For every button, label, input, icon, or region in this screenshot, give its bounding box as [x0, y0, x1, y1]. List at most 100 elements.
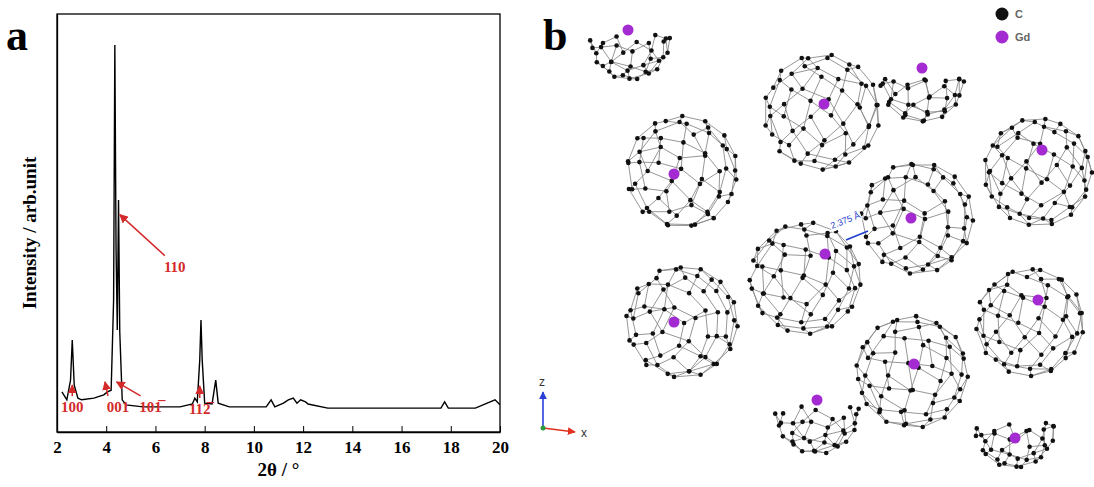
- carbon-atom: [842, 415, 847, 420]
- carbon-atom: [996, 314, 1001, 319]
- carbon-atom: [890, 231, 895, 236]
- carbon-atom: [671, 355, 676, 360]
- annotation-arrow: [105, 382, 108, 396]
- carbon-atom: [1039, 352, 1044, 357]
- carbon-atom: [760, 311, 765, 316]
- bond: [635, 171, 648, 184]
- bond: [674, 371, 689, 377]
- carbon-atom: [661, 39, 666, 44]
- bond: [1040, 127, 1044, 144]
- carbon-atom: [732, 300, 737, 305]
- carbon-atom: [717, 194, 722, 199]
- carbon-atom: [1052, 152, 1057, 157]
- carbon-atom: [1017, 211, 1022, 216]
- bond: [842, 91, 860, 108]
- carbon-atom: [903, 255, 908, 260]
- carbon-atom: [1039, 277, 1044, 282]
- carbon-atom: [876, 241, 881, 246]
- carbon-atom: [722, 133, 727, 138]
- carbon-atom: [630, 49, 635, 54]
- carbon-atom: [940, 115, 945, 120]
- carbon-atom: [733, 168, 738, 173]
- carbon-atom: [1007, 422, 1012, 427]
- carbon-atom: [811, 221, 816, 226]
- carbon-atom: [884, 419, 889, 424]
- carbon-atom: [799, 222, 804, 227]
- carbon-atom: [865, 203, 870, 208]
- bond: [1065, 333, 1077, 353]
- bond: [1077, 313, 1081, 333]
- carbon-atom: [1085, 155, 1090, 160]
- bond: [807, 285, 826, 305]
- bond: [674, 307, 695, 318]
- carbon-atom: [695, 274, 700, 279]
- carbon-atom: [872, 227, 877, 232]
- carbon-atom: [649, 48, 654, 53]
- carbon-atom: [1024, 166, 1029, 171]
- bond: [925, 212, 948, 219]
- carbon-atom: [774, 228, 779, 233]
- carbon-atom: [653, 33, 658, 38]
- carbon-atom: [773, 411, 778, 416]
- bond: [780, 298, 790, 314]
- bond: [937, 260, 951, 270]
- carbon-atom: [943, 109, 948, 114]
- bond: [852, 285, 860, 307]
- carbon-atom: [635, 286, 640, 291]
- bond: [943, 177, 960, 194]
- carbon-atom: [848, 244, 853, 249]
- carbon-atom: [624, 314, 629, 319]
- bond: [866, 192, 871, 218]
- panel-label: b: [543, 11, 567, 60]
- carbon-atom: [1070, 205, 1075, 210]
- carbon-atom: [1043, 117, 1048, 122]
- carbon-atom: [674, 213, 679, 218]
- carbon-atom: [789, 71, 794, 76]
- bond: [930, 403, 933, 419]
- bond: [1051, 207, 1069, 220]
- carbon-atom: [732, 318, 737, 323]
- bond: [631, 288, 638, 310]
- carbon-atom: [850, 304, 855, 309]
- carbon-atom: [1019, 293, 1024, 298]
- bond: [897, 316, 916, 320]
- carbon-atom: [938, 324, 943, 329]
- carbon-atom: [778, 140, 783, 145]
- bond: [1026, 161, 1041, 182]
- x-tick-label: 14: [344, 438, 362, 457]
- bond: [694, 127, 708, 134]
- bond: [1041, 192, 1064, 205]
- carbon-atom: [801, 126, 806, 131]
- carbon-atom: [1020, 118, 1025, 123]
- x-tick-mark: [352, 426, 353, 432]
- carbon-atom: [854, 363, 859, 368]
- bond: [947, 212, 948, 236]
- bond: [803, 278, 823, 295]
- carbon-atom: [863, 373, 868, 378]
- bond: [816, 410, 833, 419]
- bond: [680, 122, 694, 135]
- carbon-atom: [944, 335, 949, 340]
- x-tick: 10: [246, 426, 263, 457]
- x-axis-title: 2θ / °: [258, 459, 300, 480]
- bond: [650, 290, 664, 312]
- carbon-atom: [904, 422, 909, 427]
- gd-atom: [669, 169, 680, 180]
- bond: [661, 138, 684, 142]
- carbon-atom: [612, 74, 617, 79]
- carbon-atom: [706, 334, 711, 339]
- carbon-atom: [906, 102, 911, 107]
- gd-atom: [669, 317, 680, 328]
- carbon-atom: [1019, 191, 1024, 196]
- x-tick-label: 2: [53, 438, 62, 457]
- carbon-atom: [635, 136, 640, 141]
- carbon-atom: [627, 187, 632, 192]
- carbon-atom: [1090, 170, 1094, 175]
- bond: [730, 320, 735, 344]
- bond: [850, 246, 859, 264]
- carbon-atom: [928, 417, 933, 422]
- carbon-atom: [942, 415, 947, 420]
- bond: [712, 280, 729, 297]
- carbon-atom: [891, 319, 896, 324]
- bond: [826, 257, 829, 284]
